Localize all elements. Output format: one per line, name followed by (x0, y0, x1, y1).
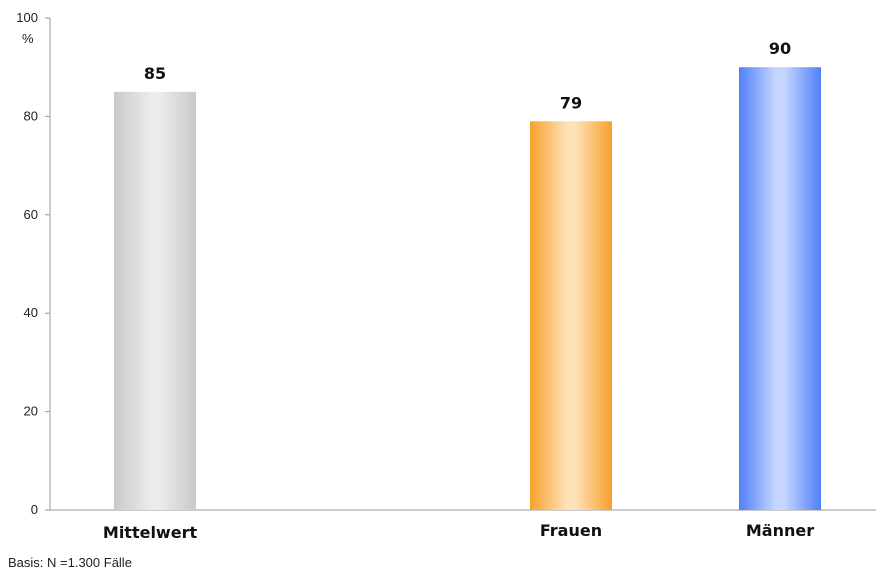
category-labels: Mittelwert Frauen Männer (103, 521, 814, 542)
y-tick-label: 20 (24, 404, 38, 419)
bar-männer (739, 67, 821, 510)
bar-frauen (530, 121, 612, 510)
y-axis-unit-label: % (22, 31, 34, 46)
y-tick-label: 40 (24, 305, 38, 320)
footnote-basis: Basis: N =1.300 Fälle (8, 555, 132, 570)
category-label: Männer (746, 521, 814, 540)
y-tick-label: 100 (16, 10, 38, 25)
y-tick-label: 0 (31, 502, 38, 517)
category-label: Mittelwert (103, 523, 198, 542)
bar-mittelwert (114, 91, 196, 511)
data-label: 90 (769, 39, 791, 58)
category-label: Frauen (540, 521, 602, 540)
data-label: 79 (560, 93, 582, 112)
bars: 85 79 90 (114, 39, 821, 511)
data-label: 85 (144, 64, 166, 83)
y-tick-label: 80 (24, 108, 38, 123)
y-axis-ticks: 0 20 40 60 80 100 (16, 10, 50, 517)
y-tick-label: 60 (24, 207, 38, 222)
